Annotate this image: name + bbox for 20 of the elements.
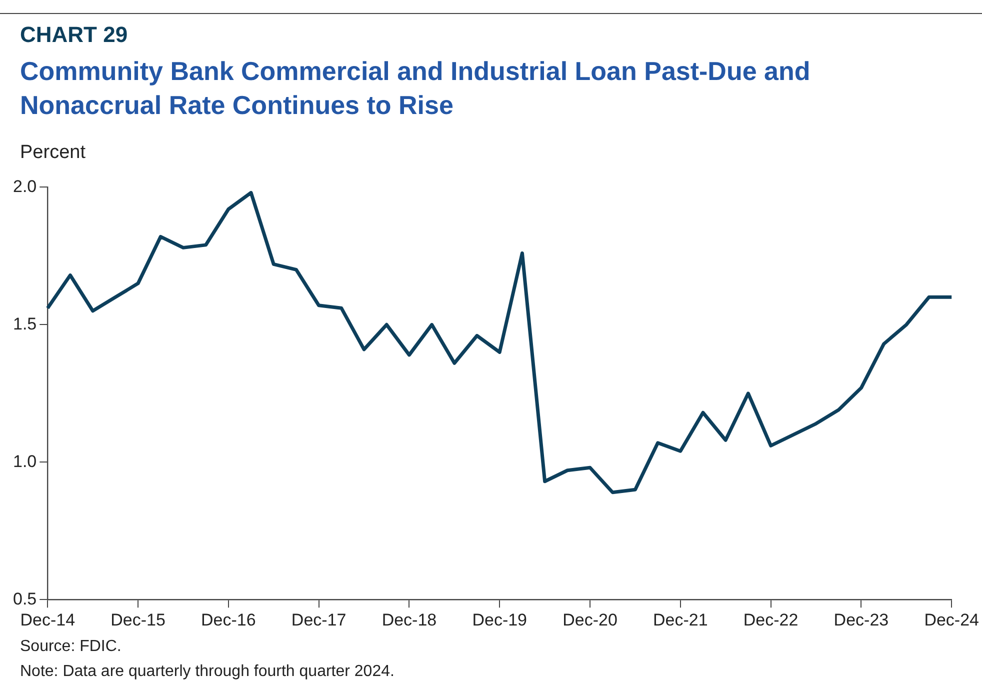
- text: Note: Data are quarterly through fourth quarter 2024.: [20, 662, 394, 681]
- x-tick-label: Dec-23: [834, 610, 889, 630]
- x-tick-label: Dec-15: [110, 610, 166, 630]
- y-axis-title: Percent: [20, 142, 86, 164]
- chart-title: CHART 29: [20, 22, 128, 48]
- x-tick-label: Dec-19: [472, 610, 528, 630]
- y-tick-label: 0.5: [12, 589, 37, 608]
- x-tick-label: Dec-22: [743, 610, 798, 630]
- x-tick-label: Dec-14: [20, 610, 76, 630]
- y-tick-label: 1.0: [12, 452, 37, 471]
- y-tick-label: 2.0: [12, 176, 37, 196]
- x-tick-label: Dec-21: [653, 610, 708, 630]
- x-tick-label: Dec-20: [562, 610, 618, 630]
- x-tick-label: Dec-18: [382, 610, 437, 630]
- x-tick-label: Dec-16: [201, 610, 256, 630]
- x-tick-label: Dec-17: [291, 610, 346, 630]
- y-tick-label: 1.5: [12, 314, 37, 334]
- x-tick-label: Dec-24: [924, 610, 980, 630]
- chart-subtitle: Community Bank Commercial and Industrial Loan Past-Due and Nonaccrual Rate Continues to Rise: [20, 55, 812, 122]
- source-note: Source: FDIC.: [20, 637, 122, 657]
